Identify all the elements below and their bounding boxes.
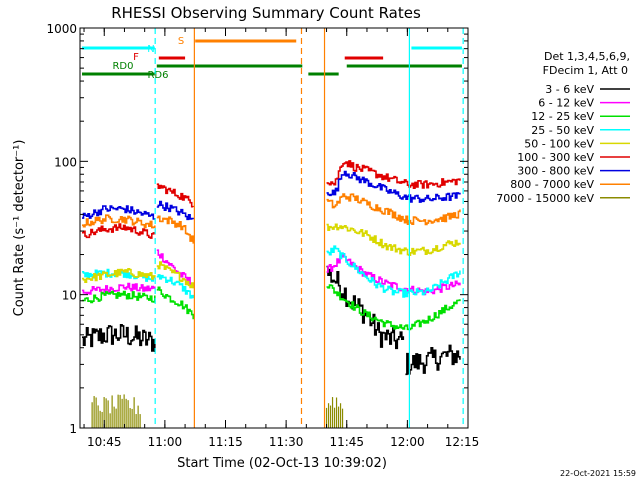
legend-label-800-7000-kev: 800 - 7000 keV (510, 178, 594, 191)
series-layer (82, 160, 461, 428)
series-300-800-kev-seg-2 (326, 170, 461, 203)
flag-label-rd0: RD0 (112, 61, 133, 72)
x-tick-label-12-15: 12:15 (445, 435, 480, 449)
series-12-25-kev-seg-1 (156, 286, 194, 320)
series-300-800-kev-seg-1 (156, 200, 194, 221)
marker-layer (154, 28, 464, 428)
footer-date: 22-Oct-2021 15:59 (560, 469, 636, 478)
series-12-25-kev-seg-0 (82, 290, 156, 304)
flag-label-rd6: RD6 (147, 70, 168, 81)
legend-label-7000-15000-kev: 7000 - 15000 keV (496, 192, 594, 205)
series-100-300-kev-seg-1 (156, 183, 194, 208)
series-12-25-kev-seg-2 (326, 284, 461, 331)
series-3-6-kev-seg-1 (326, 265, 405, 350)
legend-header-2: FDecim 1, Att 0 (543, 64, 628, 77)
x-tick-label-11-45: 11:45 (329, 435, 364, 449)
series-800-7000-kev-seg-1 (156, 215, 194, 244)
series-50-100-kev-seg-0 (82, 268, 156, 283)
series-300-800-kev-seg-0 (82, 205, 156, 220)
legend-label-6-12-kev: 6 - 12 keV (538, 97, 594, 110)
legend-label-300-800-kev: 300 - 800 keV (517, 165, 594, 178)
series-7000-15000-kev-seg-0 (91, 394, 141, 428)
series-100-300-kev-seg-2 (326, 160, 461, 189)
series-800-7000-kev-seg-0 (82, 214, 156, 229)
y-tick-label-10: 10 (62, 289, 77, 303)
y-tick-label-1000: 1000 (46, 22, 77, 36)
flag-label-s: S (178, 36, 184, 47)
plot-frame (79, 27, 469, 429)
x-axis: 10:45 11:00 11:15 11:30 11:45 12:00 12:15 (83, 28, 480, 449)
flag-label-n: N (147, 44, 154, 55)
series-25-50-kev-seg-1 (156, 274, 194, 299)
x-tick-label-10-45: 10:45 (87, 435, 122, 449)
legend-header-1: Det 1,3,4,5,6,9, (544, 50, 630, 63)
series-6-12-kev-seg-2 (326, 253, 461, 296)
y-axis-label: Count Rate (s⁻¹ detector⁻¹) (12, 140, 27, 317)
series-6-12-kev-seg-0 (82, 282, 156, 295)
series-25-50-kev-seg-2 (326, 245, 461, 298)
series-100-300-kev-seg-0 (82, 223, 156, 239)
x-tick-label-12-00: 12:00 (390, 435, 425, 449)
legend-label-100-300-kev: 100 - 300 keV (517, 151, 594, 164)
series-50-100-kev-seg-2 (326, 223, 461, 256)
series-50-100-kev-seg-1 (156, 261, 194, 289)
chart-title: RHESSI Observing Summary Count Rates (111, 4, 421, 22)
x-axis-label: Start Time (02-Oct-13 10:39:02) (177, 456, 387, 471)
x-tick-label-11-00: 11:00 (148, 435, 183, 449)
series-3-6-kev-seg-2 (405, 344, 461, 376)
flag-label-f: F (133, 52, 139, 63)
legend-label-25-50-kev: 25 - 50 keV (531, 124, 594, 137)
x-tick-label-11-15: 11:15 (208, 435, 243, 449)
series-3-6-kev-seg-0 (82, 324, 156, 352)
y-tick-label-100: 100 (54, 155, 77, 169)
y-tick-label-1: 1 (69, 422, 77, 436)
series-800-7000-kev-seg-2 (326, 193, 461, 226)
legend-label-12-25-kev: 12 - 25 keV (531, 110, 594, 123)
legend-label-50-100-kev: 50 - 100 keV (524, 137, 594, 150)
legend-label-3-6-kev: 3 - 6 keV (545, 83, 594, 96)
series-7000-15000-kev-seg-1 (325, 397, 344, 428)
x-tick-label-11-30: 11:30 (269, 435, 304, 449)
